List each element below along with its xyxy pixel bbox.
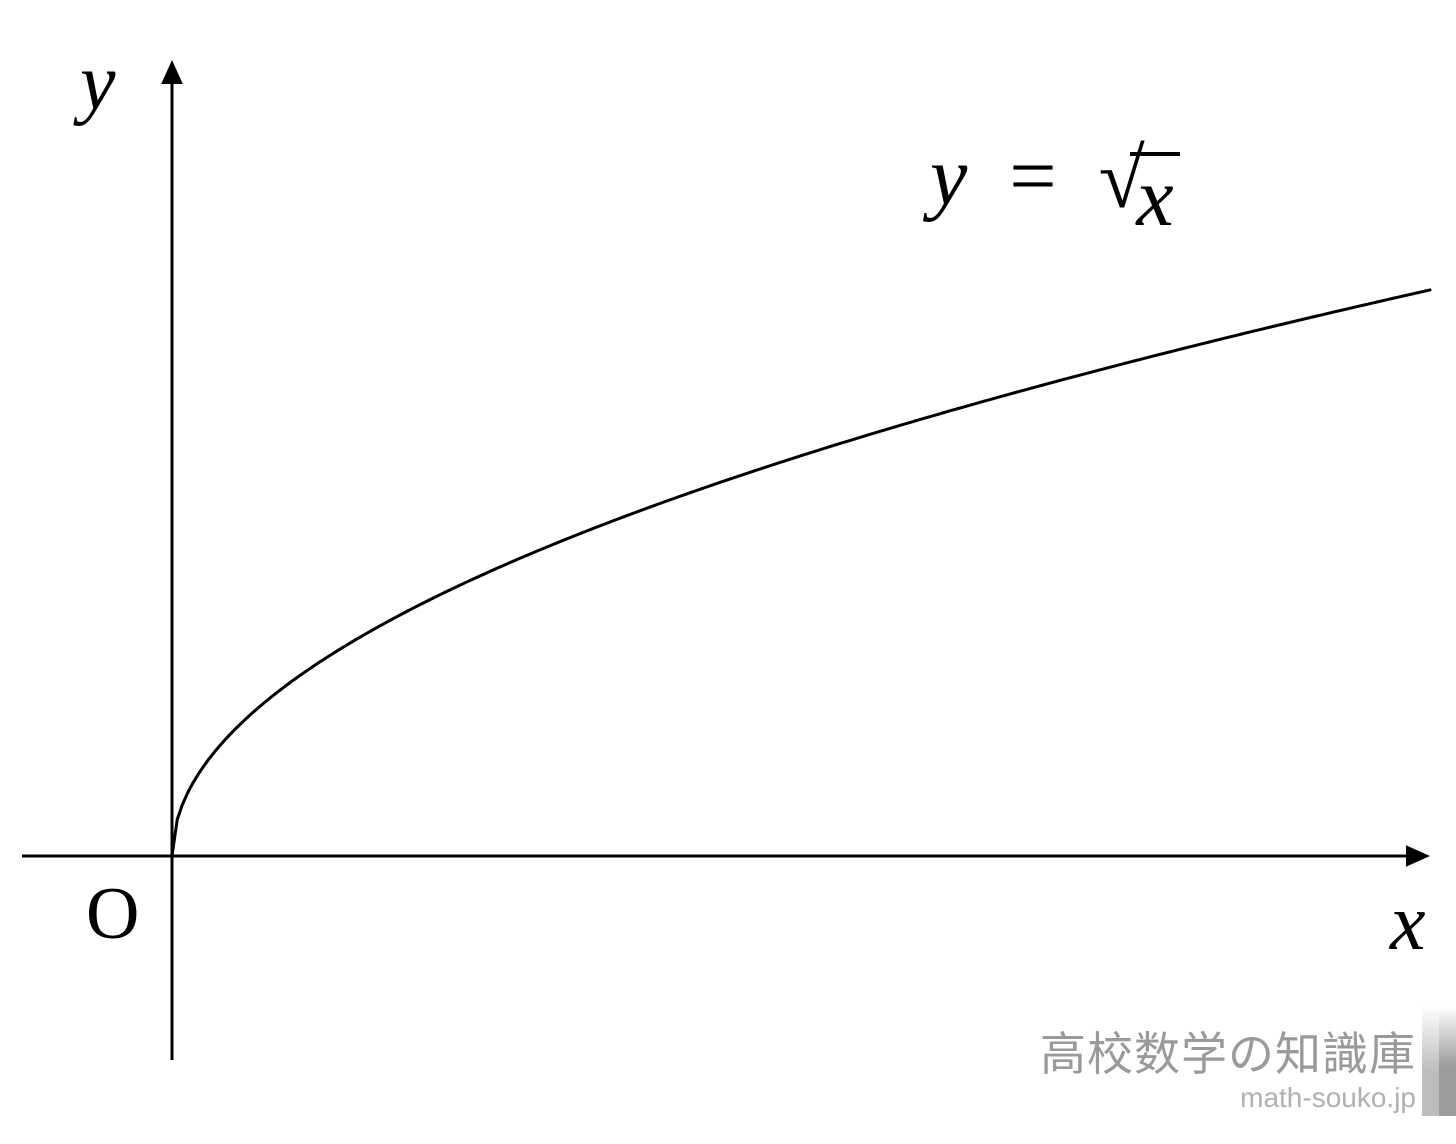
watermark-bars-icon (1422, 1006, 1456, 1116)
watermark-url: math-souko.jp (1040, 1082, 1416, 1114)
chart-svg (0, 0, 1456, 1144)
y-axis-label: y (80, 38, 116, 129)
watermark-title: 高校数学の知識庫 (1040, 1018, 1416, 1084)
formula-lhs: y (930, 130, 967, 223)
formula-eq: = (988, 130, 1077, 223)
function-formula: y = √ x (930, 128, 1180, 240)
sqrt-expression: √ x (1099, 152, 1181, 240)
radical-icon: √ (1099, 155, 1145, 205)
x-axis-label: x (1390, 878, 1426, 969)
sqrt-curve (172, 290, 1430, 856)
origin-label: O (86, 872, 139, 957)
watermark: 高校数学の知識庫 math-souko.jp (1040, 1018, 1416, 1114)
